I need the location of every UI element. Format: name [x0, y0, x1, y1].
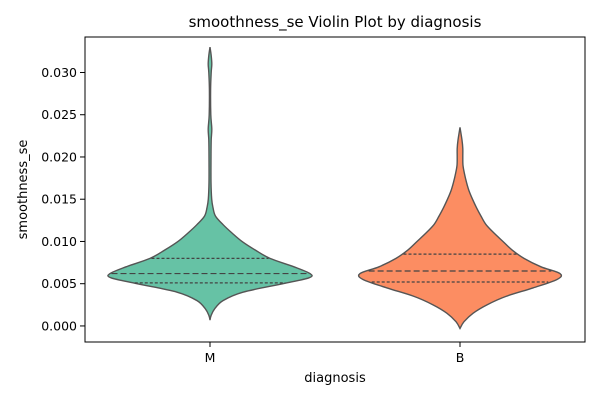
x-tick-label: B [456, 350, 465, 365]
y-tick-label: 0.000 [41, 318, 77, 333]
y-tick-label: 0.015 [41, 192, 77, 207]
y-tick-label: 0.025 [41, 107, 77, 122]
violin-body [107, 47, 313, 321]
y-tick-label: 0.030 [41, 65, 77, 80]
y-tick-label: 0.005 [41, 276, 77, 291]
chart-title: smoothness_se Violin Plot by diagnosis [189, 13, 482, 32]
violin-b [357, 127, 563, 330]
y-axis-label: smoothness_se [16, 140, 31, 240]
x-tick-label: M [205, 350, 216, 365]
y-tick-label: 0.020 [41, 149, 77, 164]
plot-frame [84, 36, 586, 343]
y-axis: 0.000 0.005 0.010 0.015 0.020 0.025 0.030 [41, 65, 85, 333]
violin-body [357, 127, 563, 330]
x-axis-label: diagnosis [304, 371, 366, 386]
violin-m [107, 47, 313, 321]
y-tick-label: 0.010 [41, 234, 77, 249]
plot-area [85, 37, 585, 342]
violins-layer [107, 47, 563, 330]
